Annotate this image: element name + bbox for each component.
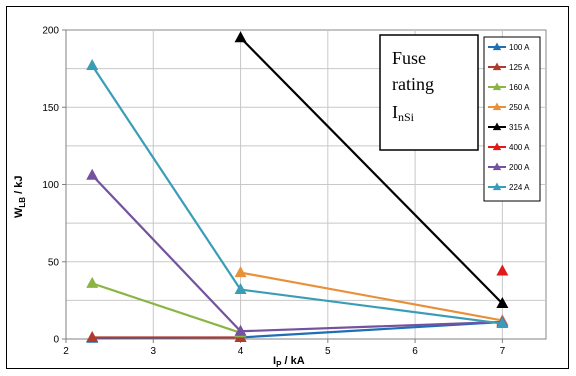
legend-marker <box>492 42 502 51</box>
annotation-subscript: nSi <box>398 110 415 124</box>
legend-marker <box>492 182 502 191</box>
annotation-symbol: I <box>392 102 398 122</box>
series-line <box>240 271 503 322</box>
y-axis-symbol: W <box>13 207 25 218</box>
legend-label: 400 A <box>509 143 530 152</box>
legend-label: 125 A <box>509 63 530 72</box>
x-tick-label: 5 <box>325 346 331 357</box>
series-224a <box>86 59 509 329</box>
legend-label: 160 A <box>509 83 530 92</box>
x-tick-label: 4 <box>238 346 244 357</box>
y-tick-label: 50 <box>48 257 60 268</box>
x-axis-subscript: P <box>276 360 282 369</box>
legend-entry: 400 A <box>488 142 530 152</box>
y-axis-title: WLB / kJ <box>13 176 27 218</box>
data-point <box>496 264 509 276</box>
data-point <box>86 59 99 71</box>
series-layer <box>86 31 509 343</box>
legend-label: 200 A <box>509 163 530 172</box>
legend-marker <box>492 102 502 111</box>
data-point <box>234 31 247 43</box>
legend-box <box>483 36 541 202</box>
annotation-line-2: rating <box>392 74 434 94</box>
x-tick-label: 2 <box>63 346 69 357</box>
y-tick-label: 150 <box>42 103 59 114</box>
data-point <box>86 168 99 180</box>
y-tick-label: 200 <box>42 26 59 37</box>
x-axis-unit: / kA <box>281 355 304 367</box>
legend-marker <box>492 62 502 71</box>
legend-entry: 100 A <box>488 42 530 52</box>
series-315a <box>234 31 509 308</box>
x-tick-label: 6 <box>412 346 418 357</box>
legend-marker <box>492 142 502 151</box>
x-tick-label: 7 <box>500 346 506 357</box>
annotation-box <box>379 34 479 151</box>
data-point <box>234 324 247 336</box>
data-point <box>496 296 509 308</box>
legend: 100 A 125 A 160 A 250 A 315 A 400 A 200 A 224 A <box>483 36 541 202</box>
data-point <box>86 330 99 342</box>
legend-label: 100 A <box>509 43 530 52</box>
legend-label: 315 A <box>509 123 530 132</box>
y-tick-label: 0 <box>53 335 59 346</box>
data-point <box>496 317 509 329</box>
legend-label: 250 A <box>509 103 530 112</box>
series-line <box>239 36 504 305</box>
data-point <box>86 276 99 288</box>
legend-entry: 200 A <box>488 162 530 172</box>
data-point <box>234 266 247 278</box>
legend-label: 224 A <box>509 183 530 192</box>
series-400a <box>496 264 509 276</box>
legend-marker <box>492 82 502 91</box>
data-point <box>234 283 247 295</box>
legend-marker <box>492 122 502 131</box>
annotation-line-1: Fuse <box>392 48 426 68</box>
x-axis-symbol: I <box>273 355 276 367</box>
annotation-line-3: InSi <box>392 102 415 124</box>
y-axis-subscript: LB <box>18 197 27 208</box>
legend-entry: 125 A <box>488 62 530 72</box>
legend-entry: 250 A <box>488 102 530 112</box>
fuse-rating-annotation: Fuse rating InSi <box>379 34 479 151</box>
y-axis-unit: / kJ <box>13 176 25 197</box>
legend-entry: 224 A <box>488 182 530 192</box>
legend-entry: 315 A <box>488 122 530 132</box>
x-axis-title: IP / kA <box>273 355 305 369</box>
series-line <box>91 282 241 334</box>
y-tick-label: 100 <box>42 180 59 191</box>
legend-marker <box>492 162 502 171</box>
x-tick-label: 3 <box>150 346 156 357</box>
legend-entry: 160 A <box>488 82 530 92</box>
